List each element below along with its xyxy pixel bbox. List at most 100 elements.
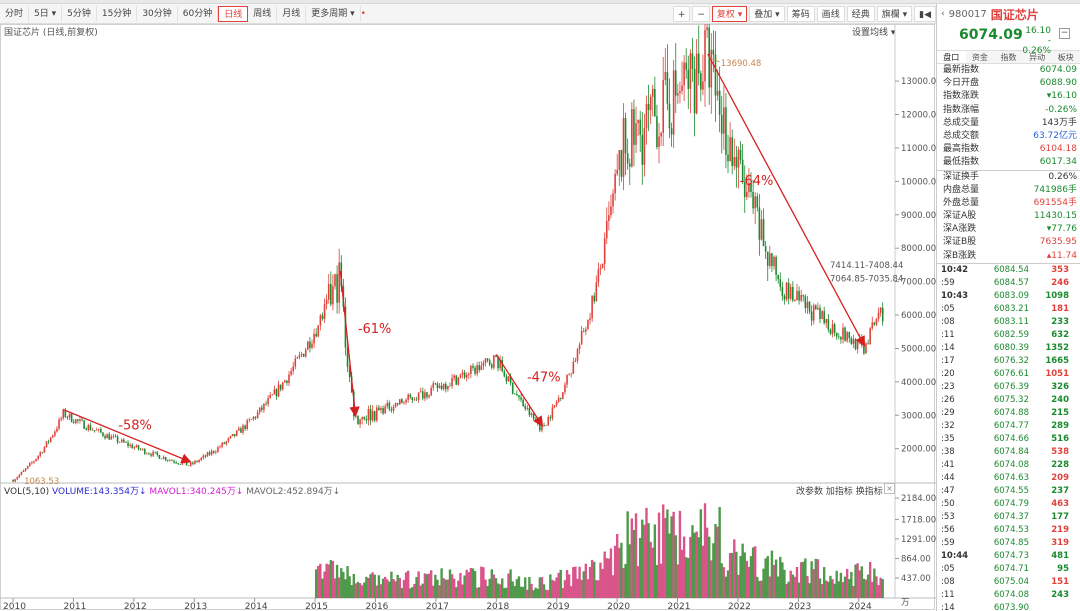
collapse-icon[interactable]: − — [1059, 28, 1070, 39]
volume-bar — [597, 580, 600, 598]
quote-header: ‹ 980017 国证芯片 — [937, 4, 1080, 24]
volume-bar — [720, 563, 723, 598]
candle-body — [129, 444, 131, 446]
candle-body — [279, 384, 282, 390]
date-tick-label: 2011 — [63, 602, 86, 611]
quote-tab-1[interactable]: 资金 — [971, 53, 988, 62]
period-4[interactable]: 30分钟 — [137, 5, 178, 22]
volume-tools[interactable]: 改参数 加指标 换指标 — [796, 487, 883, 497]
toolbar-btn-3[interactable]: 叠加 ▾ — [749, 6, 785, 22]
period-8[interactable]: 月线 — [277, 5, 307, 22]
volume-tick-label: 864.00 — [901, 554, 931, 564]
toolbar-btn-2[interactable]: 复权 ▾ — [711, 6, 748, 22]
period-9[interactable]: 更多周期 ▾ — [306, 5, 361, 22]
candle-body — [346, 347, 349, 368]
date-tick-label: 2017 — [426, 602, 449, 611]
candle-body — [478, 365, 481, 371]
toolbar-btn-6[interactable]: 经典 — [846, 6, 875, 22]
tick-volume: 177 — [1051, 511, 1069, 522]
volume-bar — [475, 587, 479, 598]
tick-price: 6074.73 — [993, 550, 1029, 561]
close-icon[interactable]: × — [884, 483, 895, 494]
quote-tab-0[interactable]: 盘口 — [937, 51, 966, 63]
period-3[interactable]: 15分钟 — [97, 5, 138, 22]
candle-body — [317, 325, 320, 337]
layout-icons[interactable]: ▮◀ — [914, 6, 936, 22]
volume-bar — [595, 580, 598, 598]
candle-body — [459, 374, 462, 378]
tick-price: 6084.54 — [993, 264, 1029, 275]
volume-bar — [409, 588, 412, 598]
price-tick-label: 12000.00 — [901, 110, 936, 120]
candle-body — [689, 53, 692, 89]
kline-chart[interactable]: 13000.00 12000.00 11000.00 10000.00 9000.00 8… — [0, 24, 936, 611]
candle-body — [45, 441, 48, 447]
candle-body — [666, 71, 669, 104]
volume-bar — [375, 585, 379, 598]
volume-bar — [643, 524, 646, 598]
period-0[interactable]: 分时 — [0, 5, 30, 22]
period-2[interactable]: 5分钟 — [62, 5, 97, 22]
period-5[interactable]: 60分钟 — [178, 5, 219, 22]
tick-row: :05 6074.71 95 — [937, 563, 1080, 576]
toolbar-btn-5[interactable]: 画线 — [816, 6, 845, 22]
candle-body — [557, 397, 560, 402]
toolbar-btn-7[interactable]: 旗欄 ▾ — [876, 6, 913, 22]
tick-price: 6075.32 — [993, 394, 1029, 405]
candle-body — [106, 434, 108, 439]
tick-row: :11 6082.59 632 — [937, 329, 1080, 342]
volume-bar — [659, 563, 663, 598]
period-6[interactable]: 日线 — [218, 5, 249, 22]
candle-body — [394, 403, 397, 408]
quote-tab-3[interactable]: 异动 — [1029, 53, 1046, 62]
candle-body — [511, 383, 514, 394]
market-stats: 深证换手 0.26% 内盘总量 741986手 外盘总量 691554手 深证A股 11430… — [937, 171, 1080, 263]
candle-body — [835, 332, 838, 337]
tick-time: :05 — [941, 563, 955, 574]
volume-bar — [346, 566, 349, 598]
candle-body — [171, 460, 173, 461]
toolbar-btn-1[interactable]: − — [692, 6, 710, 22]
price-tick-label: 8000.00 — [901, 244, 936, 254]
candle-body — [831, 324, 834, 334]
candle-body — [706, 27, 708, 31]
candle-body — [649, 96, 652, 111]
volume-bar — [561, 588, 565, 598]
toolbar-btn-0[interactable]: + — [672, 6, 691, 22]
candle-body — [141, 448, 144, 450]
tick-volume: 1098 — [1045, 290, 1069, 301]
candle-body — [83, 420, 85, 429]
volume-bar — [553, 580, 556, 598]
candle-body — [223, 442, 226, 444]
ma-settings-button[interactable]: 设置均线 ▾ — [852, 28, 896, 38]
volume-tick-label: 2184.00 — [901, 494, 936, 504]
candle-body — [95, 430, 98, 431]
tick-list: 10:42 6084.54 353:59 6084.57 246 10:43 6083.09… — [937, 264, 1080, 611]
volume-bar — [532, 590, 535, 598]
tick-volume: 237 — [1051, 485, 1069, 496]
chevron-left-icon[interactable]: ‹ — [941, 9, 945, 19]
tick-volume: 209 — [1051, 472, 1069, 483]
candle-body — [18, 474, 21, 478]
candle-body — [336, 274, 338, 303]
candle-body — [520, 397, 522, 400]
toolbar-btn-4[interactable]: 筹码 — [786, 6, 815, 22]
quote-tab-4[interactable]: 板块 — [1057, 53, 1074, 62]
candle-body — [66, 416, 69, 418]
candle-body — [461, 372, 464, 375]
tick-price: 6074.71 — [993, 563, 1029, 574]
candle-body — [679, 91, 681, 94]
candle-body — [365, 419, 368, 421]
candle-body — [292, 366, 294, 372]
period-1[interactable]: 5日 ▾ — [29, 5, 63, 22]
candle-body — [164, 457, 167, 461]
market-stat-value: 11430.15 — [1034, 211, 1077, 222]
period-7[interactable]: 周线 — [248, 5, 278, 22]
candle-body — [407, 394, 409, 400]
quote-stat-row: 最高指数 6104.18 — [937, 143, 1080, 156]
quote-tab-2[interactable]: 指数 — [1000, 53, 1017, 62]
volume-bar — [674, 535, 677, 598]
candle-body — [833, 324, 836, 333]
candle-body — [388, 402, 391, 410]
candle-body — [710, 49, 713, 88]
